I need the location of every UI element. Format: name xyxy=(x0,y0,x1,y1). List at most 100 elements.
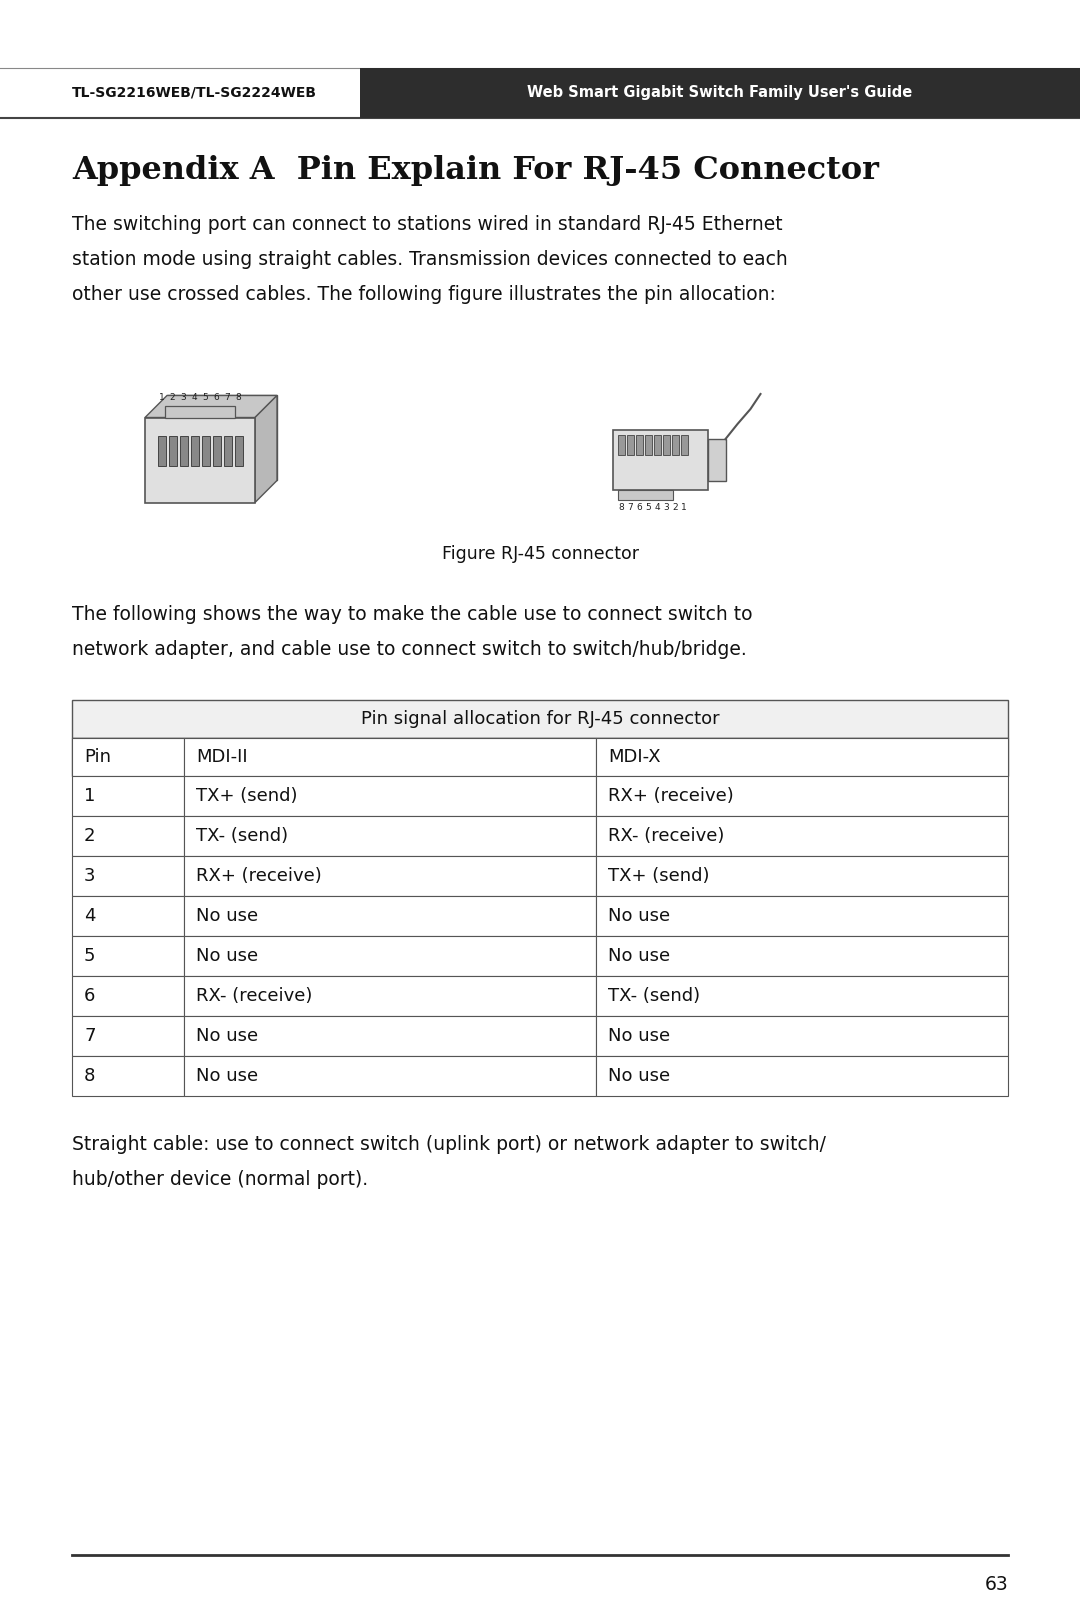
Text: network adapter, and cable use to connect switch to switch/hub/bridge.: network adapter, and cable use to connec… xyxy=(72,640,746,659)
Bar xyxy=(168,436,176,466)
Text: 5: 5 xyxy=(84,947,95,965)
Text: MDI-II: MDI-II xyxy=(197,748,248,766)
Text: hub/other device (normal port).: hub/other device (normal port). xyxy=(72,1171,368,1188)
Bar xyxy=(596,1017,1008,1056)
Bar xyxy=(72,738,185,776)
Text: Appendix A  Pin Explain For RJ-45 Connector: Appendix A Pin Explain For RJ-45 Connect… xyxy=(72,155,879,186)
Text: RX- (receive): RX- (receive) xyxy=(197,988,313,1005)
Text: No use: No use xyxy=(197,907,258,924)
Bar xyxy=(612,431,707,491)
Text: TX- (send): TX- (send) xyxy=(608,988,700,1005)
Text: The switching port can connect to stations wired in standard RJ-45 Ethernet: The switching port can connect to statio… xyxy=(72,215,783,235)
Text: No use: No use xyxy=(197,1067,258,1085)
Text: 3: 3 xyxy=(84,868,95,886)
Bar xyxy=(626,436,634,455)
Text: 8: 8 xyxy=(84,1067,95,1085)
Bar xyxy=(190,436,199,466)
Bar xyxy=(707,439,726,481)
Text: TX+ (send): TX+ (send) xyxy=(197,787,298,805)
Bar xyxy=(596,856,1008,895)
Bar xyxy=(72,699,1008,738)
Text: 1: 1 xyxy=(84,787,95,805)
Bar xyxy=(165,405,235,418)
Bar xyxy=(645,436,651,455)
Text: The following shows the way to make the cable use to connect switch to: The following shows the way to make the … xyxy=(72,606,753,623)
Bar xyxy=(0,68,1080,118)
Polygon shape xyxy=(255,395,276,502)
Text: RX+ (receive): RX+ (receive) xyxy=(608,787,734,805)
Bar xyxy=(185,856,596,895)
Bar xyxy=(596,738,1008,776)
Text: other use crossed cables. The following figure illustrates the pin allocation:: other use crossed cables. The following … xyxy=(72,285,775,304)
Text: Pin signal allocation for RJ-45 connector: Pin signal allocation for RJ-45 connecto… xyxy=(361,711,719,729)
Bar xyxy=(596,1056,1008,1096)
Text: 7: 7 xyxy=(225,392,230,402)
Text: 8: 8 xyxy=(235,392,241,402)
Text: No use: No use xyxy=(608,907,671,924)
Bar xyxy=(158,436,165,466)
Text: 4: 4 xyxy=(191,392,198,402)
Text: No use: No use xyxy=(197,947,258,965)
Bar xyxy=(360,68,1080,118)
Text: 5: 5 xyxy=(645,504,651,512)
Bar xyxy=(596,936,1008,976)
Text: 6: 6 xyxy=(84,988,95,1005)
Bar xyxy=(185,1056,596,1096)
Bar xyxy=(72,856,185,895)
Bar xyxy=(596,776,1008,816)
Bar xyxy=(653,436,661,455)
Bar xyxy=(635,436,643,455)
Text: 63: 63 xyxy=(984,1575,1008,1595)
Bar xyxy=(213,436,220,466)
Text: MDI-X: MDI-X xyxy=(608,748,661,766)
Text: Pin: Pin xyxy=(84,748,111,766)
Bar xyxy=(72,936,185,976)
Bar xyxy=(234,436,243,466)
Text: 4: 4 xyxy=(84,907,95,924)
Text: No use: No use xyxy=(197,1026,258,1044)
Text: Straight cable: use to connect switch (uplink port) or network adapter to switch: Straight cable: use to connect switch (u… xyxy=(72,1135,826,1154)
Text: TX- (send): TX- (send) xyxy=(197,827,288,845)
Text: 2: 2 xyxy=(84,827,95,845)
Bar xyxy=(72,1056,185,1096)
Bar xyxy=(618,436,624,455)
Text: 5: 5 xyxy=(203,392,208,402)
Text: TL-SG2216WEB/TL-SG2224WEB: TL-SG2216WEB/TL-SG2224WEB xyxy=(72,86,318,100)
Bar xyxy=(596,895,1008,936)
Text: 1: 1 xyxy=(681,504,687,512)
Bar xyxy=(72,738,1008,776)
Bar xyxy=(72,895,185,936)
Bar xyxy=(72,976,185,1017)
Bar xyxy=(185,895,596,936)
Text: 2: 2 xyxy=(672,504,678,512)
Bar xyxy=(72,776,185,816)
Text: station mode using straight cables. Transmission devices connected to each: station mode using straight cables. Tran… xyxy=(72,249,787,269)
Text: 7: 7 xyxy=(84,1026,95,1044)
Bar xyxy=(596,976,1008,1017)
Bar xyxy=(72,816,185,856)
Polygon shape xyxy=(167,395,276,481)
Text: 3: 3 xyxy=(663,504,669,512)
Text: RX- (receive): RX- (receive) xyxy=(608,827,725,845)
Text: 6: 6 xyxy=(214,392,219,402)
Bar xyxy=(662,436,670,455)
Text: 8: 8 xyxy=(618,504,624,512)
Bar xyxy=(185,936,596,976)
Bar xyxy=(185,976,596,1017)
Text: 3: 3 xyxy=(180,392,187,402)
Text: RX+ (receive): RX+ (receive) xyxy=(197,868,322,886)
Bar xyxy=(224,436,231,466)
Text: 7: 7 xyxy=(627,504,633,512)
Text: Figure RJ-45 connector: Figure RJ-45 connector xyxy=(442,546,638,563)
Text: 1: 1 xyxy=(159,392,164,402)
Text: No use: No use xyxy=(608,947,671,965)
Bar xyxy=(72,1017,185,1056)
Bar xyxy=(672,436,678,455)
Bar xyxy=(145,418,255,502)
Bar xyxy=(185,816,596,856)
Bar xyxy=(680,436,688,455)
Text: Web Smart Gigabit Switch Family User's Guide: Web Smart Gigabit Switch Family User's G… xyxy=(527,86,913,100)
Text: TX+ (send): TX+ (send) xyxy=(608,868,710,886)
Polygon shape xyxy=(145,395,276,418)
Bar xyxy=(179,436,188,466)
